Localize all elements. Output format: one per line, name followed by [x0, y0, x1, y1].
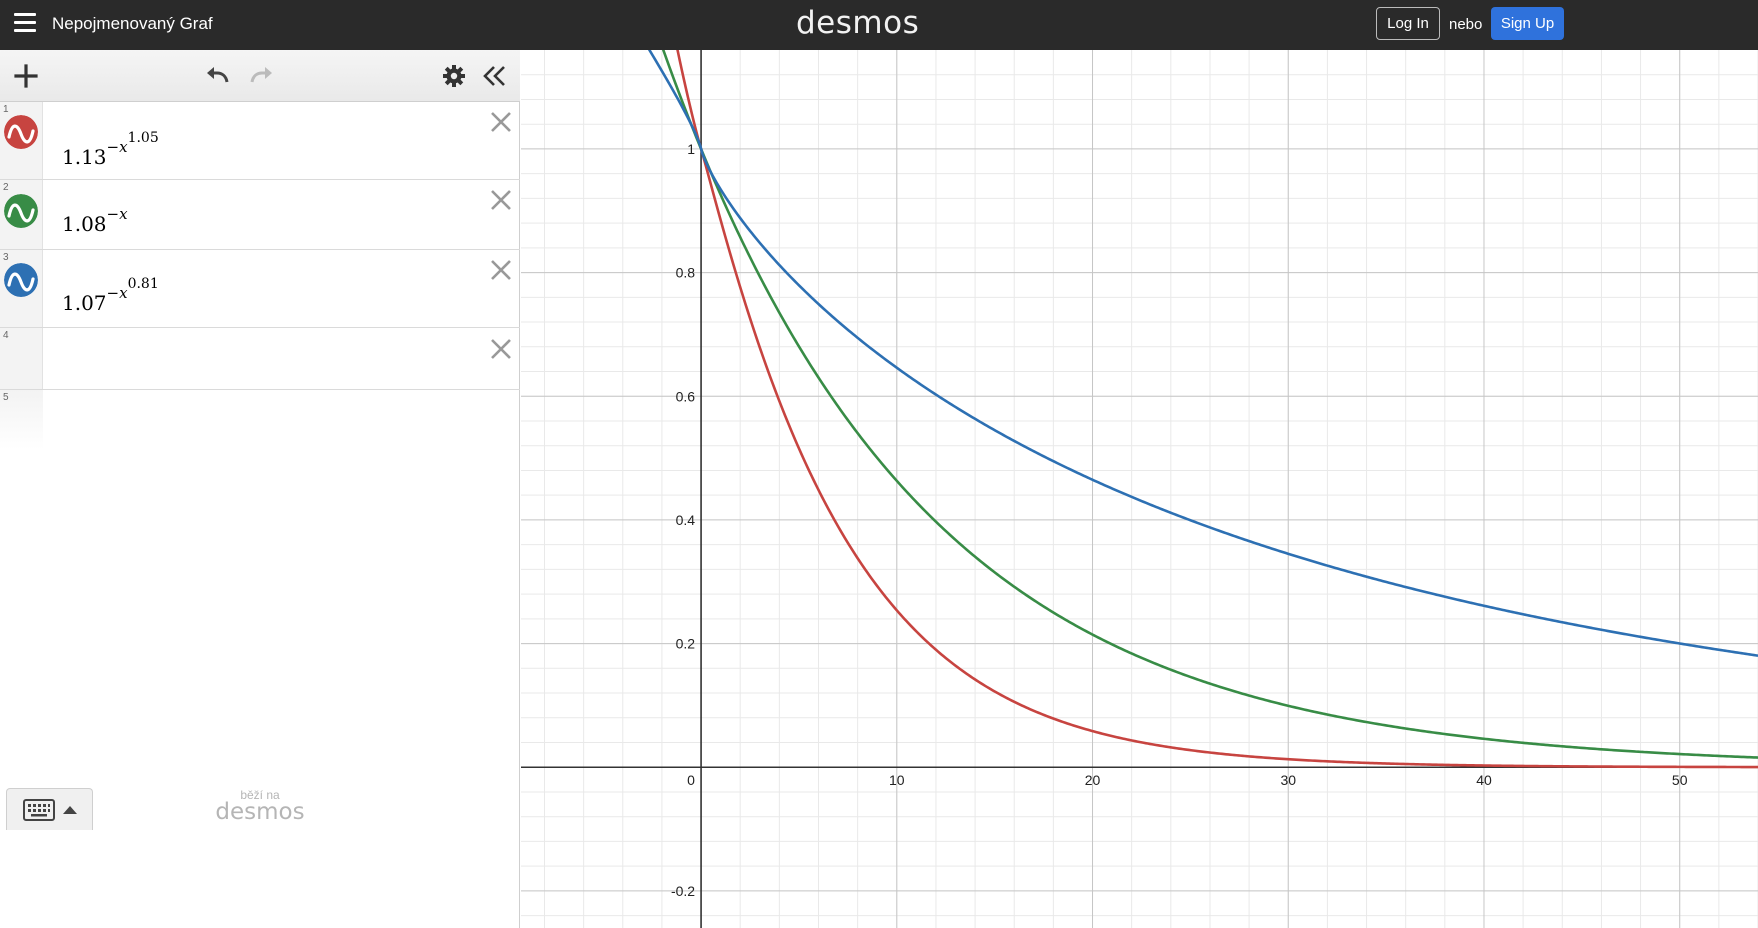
expression-math[interactable]: 1.08−x — [62, 205, 128, 236]
curve-line — [676, 50, 1758, 769]
add-item-icon[interactable] — [12, 62, 40, 90]
keypad-toggle-button[interactable] — [6, 788, 93, 830]
expression-math[interactable]: 1.13−x1.05 — [62, 130, 159, 169]
y-tick-label: -0.2 — [671, 883, 695, 899]
y-tick-label: 0.4 — [676, 512, 696, 528]
expression-panel: 1 1.13−x1.05 2 1.08−x — [0, 50, 520, 928]
top-bar: Nepojmenovaný Graf desmos Log In nebo Si… — [0, 0, 1758, 50]
desmos-logo: desmos — [796, 5, 920, 41]
signup-button[interactable]: Sign Up — [1491, 7, 1564, 40]
expression-index: 2 — [3, 182, 9, 193]
expression-row[interactable]: 3 1.07−x0.81 — [0, 250, 520, 328]
delete-expression-icon[interactable] — [489, 337, 513, 361]
expression-row[interactable]: 1 1.13−x1.05 — [0, 102, 520, 180]
expression-row-empty[interactable]: 4 — [0, 328, 520, 390]
y-tick-label: 0.8 — [676, 265, 696, 281]
graph-color-icon[interactable] — [4, 263, 38, 297]
y-tick-label: 1 — [687, 141, 695, 157]
expression-row[interactable]: 2 1.08−x — [0, 180, 520, 250]
collapse-panel-icon[interactable] — [481, 62, 509, 90]
powered-by-desmos[interactable]: běží na desmos — [215, 788, 305, 825]
caret-up-icon — [63, 806, 77, 814]
y-tick-label: 0.2 — [676, 636, 696, 652]
graph-paper[interactable]: 0 10 20 30 40 50 1 0.8 0.6 0.4 0.2 -0.2 — [521, 50, 1758, 928]
graph-canvas[interactable]: 0 10 20 30 40 50 1 0.8 0.6 0.4 0.2 -0.2 — [521, 50, 1758, 928]
expression-toolbar — [0, 50, 520, 102]
undo-icon[interactable] — [205, 62, 233, 90]
x-tick-label: 50 — [1672, 772, 1688, 788]
expression-math[interactable]: 1.07−x0.81 — [62, 276, 159, 315]
new-expression-row[interactable]: 5 — [0, 390, 520, 450]
delete-expression-icon[interactable] — [489, 258, 513, 282]
graph-title[interactable]: Nepojmenovaný Graf — [52, 14, 213, 33]
graph-color-icon[interactable] — [4, 194, 38, 228]
expression-index: 1 — [3, 104, 9, 115]
expression-index: 3 — [3, 252, 9, 263]
expression-index: 4 — [3, 330, 9, 341]
settings-gear-icon[interactable] — [440, 62, 468, 90]
curve-line — [661, 50, 1758, 759]
x-tick-label: 0 — [687, 772, 695, 788]
curve-line — [647, 50, 1758, 657]
hamburger-menu-icon[interactable] — [14, 13, 36, 33]
redo-icon[interactable] — [246, 62, 274, 90]
login-button[interactable]: Log In — [1376, 7, 1440, 40]
y-tick-label: 0.6 — [676, 388, 696, 404]
graph-color-icon[interactable] — [4, 115, 38, 149]
x-tick-label: 20 — [1085, 772, 1101, 788]
expression-index: 5 — [3, 392, 9, 403]
keyboard-icon — [23, 799, 55, 821]
delete-expression-icon[interactable] — [489, 188, 513, 212]
or-label: nebo — [1449, 16, 1483, 33]
delete-expression-icon[interactable] — [489, 110, 513, 134]
x-tick-label: 40 — [1476, 772, 1492, 788]
x-tick-label: 10 — [889, 772, 905, 788]
x-tick-label: 30 — [1280, 772, 1296, 788]
